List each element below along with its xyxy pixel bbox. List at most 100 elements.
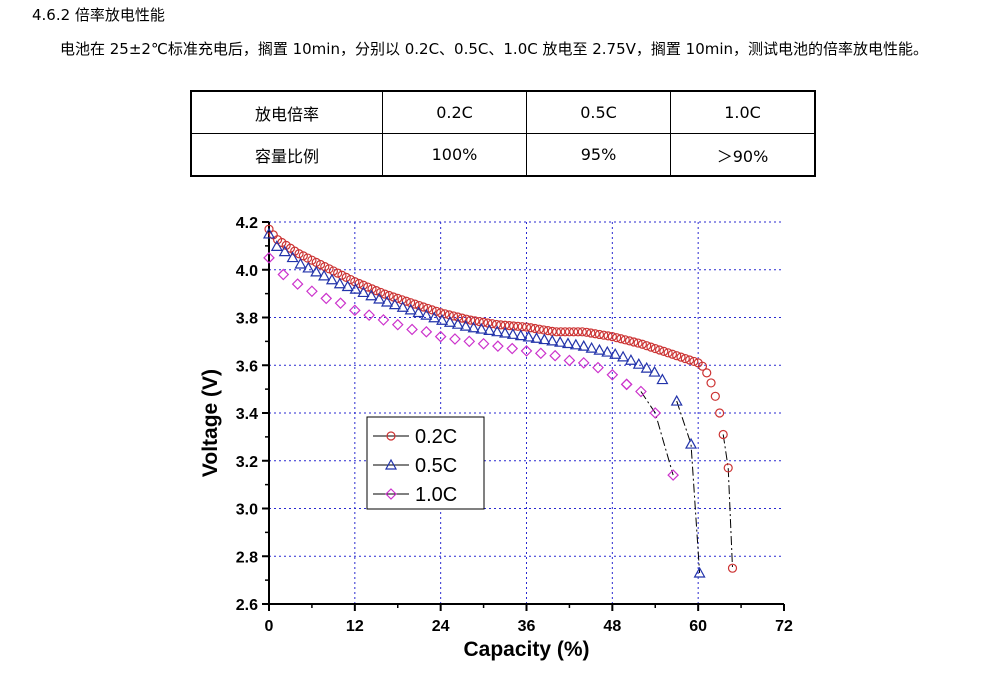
data-point-0-2c	[393, 293, 403, 303]
data-point-0-5c	[670, 394, 683, 406]
data-point-0-5c	[278, 245, 291, 257]
data-point-1-0c	[277, 268, 290, 281]
data-point-0-5c	[693, 566, 706, 578]
table-cell: 0.5C	[526, 90, 671, 134]
data-point-0-2c	[345, 274, 356, 285]
y-axis-label: Voltage (V)	[199, 369, 222, 477]
data-point-0-5c	[365, 289, 378, 301]
data-point-0-5c	[396, 300, 409, 312]
data-point-0-2c	[629, 337, 639, 347]
data-point-1-0c	[577, 357, 590, 369]
data-point-0-5c	[530, 332, 543, 343]
data-point-0-2c	[401, 296, 411, 306]
data-point-0-5c	[648, 365, 661, 377]
data-point-1-0c	[520, 345, 533, 357]
data-point-0-5c	[577, 339, 590, 351]
data-point-0-2c	[440, 309, 450, 319]
data-point-0-5c	[601, 345, 614, 357]
data-point-0-2c	[715, 408, 725, 418]
data-point-0-2c	[603, 331, 613, 341]
discharge-tail-line	[640, 391, 674, 476]
chart-tick-labels: 0 12 24 36 48 60 72 2.6 2.8 3.0 3.2 3.4 3.6 3.8 4.0 4.2	[236, 215, 793, 635]
y-tick-label: 4.2	[236, 215, 258, 232]
data-point-0-2c	[315, 259, 326, 270]
data-point-0-2c	[307, 255, 317, 265]
data-point-0-2c	[697, 361, 708, 371]
data-point-0-2c	[624, 336, 635, 346]
data-point-1-0c	[449, 333, 461, 345]
data-point-0-2c	[539, 325, 549, 335]
data-point-0-2c	[457, 313, 467, 323]
data-point-1-0c	[534, 347, 547, 360]
data-point-0-2c	[406, 298, 416, 308]
data-point-0-2c	[680, 353, 690, 364]
data-point-1-0c	[434, 330, 447, 343]
data-point-0-2c	[466, 315, 476, 325]
data-point-0-2c	[328, 266, 338, 276]
data-point-0-5c	[459, 319, 472, 331]
data-point-0-2c	[380, 289, 390, 299]
data-point-0-2c	[487, 319, 497, 329]
table-row: 容量比例 100% 95% ＞90%	[190, 133, 816, 177]
y-tick-label: 3.4	[236, 406, 258, 423]
data-point-0-2c	[427, 305, 437, 315]
data-point-1-0c	[549, 349, 561, 362]
data-point-0-2c	[324, 264, 334, 274]
data-point-1-0c	[348, 304, 361, 317]
data-point-0-2c	[354, 278, 364, 289]
data-point-0-5c	[491, 325, 504, 337]
chart-curves	[640, 391, 733, 573]
table-cell: 1.0C	[670, 90, 816, 134]
y-tick-label: 3.0	[236, 502, 258, 519]
data-point-0-5c	[436, 314, 449, 325]
data-point-0-5c	[585, 341, 598, 353]
data-point-0-2c	[371, 286, 381, 296]
legend-label: 0.5C	[415, 455, 457, 477]
x-tick-label: 0	[265, 618, 274, 635]
data-point-1-0c	[320, 292, 333, 305]
data-point-0-5c	[656, 373, 669, 385]
discharge-tail-line	[722, 434, 733, 569]
data-point-1-0c	[620, 378, 633, 391]
data-point-1-0c	[306, 285, 318, 298]
data-point-0-2c	[689, 356, 699, 367]
data-point-0-2c	[702, 368, 712, 378]
data-point-0-2c	[418, 302, 429, 312]
data-point-1-0c	[563, 354, 576, 367]
data-point-0-2c	[478, 317, 489, 327]
data-point-0-2c	[727, 563, 738, 573]
data-point-0-2c	[526, 323, 536, 333]
data-point-0-2c	[496, 320, 506, 330]
data-point-1-0c	[334, 297, 347, 310]
data-point-0-5c	[546, 334, 559, 346]
y-tick-label: 3.2	[236, 454, 258, 471]
data-point-1-0c	[592, 361, 604, 374]
data-point-1-0c	[363, 309, 375, 321]
data-point-0-2c	[672, 351, 682, 361]
chart-grid	[269, 221, 784, 604]
data-point-0-5c	[561, 337, 575, 349]
table-cell: 100%	[382, 133, 527, 177]
data-point-0-2c	[586, 328, 596, 338]
data-point-1-0c	[635, 385, 647, 398]
section-heading: 4.6.2 倍率放电性能	[32, 6, 165, 24]
x-tick-label: 36	[518, 618, 536, 635]
data-point-0-2c	[590, 329, 600, 339]
data-point-0-2c	[448, 311, 459, 321]
data-point-0-2c	[616, 334, 626, 344]
legend-label: 0.2C	[415, 426, 457, 448]
data-point-0-2c	[500, 320, 510, 330]
data-point-0-2c	[723, 463, 733, 473]
data-point-0-2c	[333, 268, 343, 278]
data-point-0-5c	[624, 354, 637, 365]
data-point-0-2c	[264, 224, 274, 234]
legend-label: 1.0C	[415, 484, 457, 506]
data-point-0-5c	[593, 343, 606, 355]
data-point-0-2c	[684, 355, 695, 365]
data-point-0-2c	[646, 342, 656, 352]
data-point-0-2c	[504, 321, 514, 331]
x-tick-label: 60	[689, 618, 707, 635]
x-tick-label: 48	[603, 618, 621, 635]
data-point-0-2c	[410, 299, 420, 309]
